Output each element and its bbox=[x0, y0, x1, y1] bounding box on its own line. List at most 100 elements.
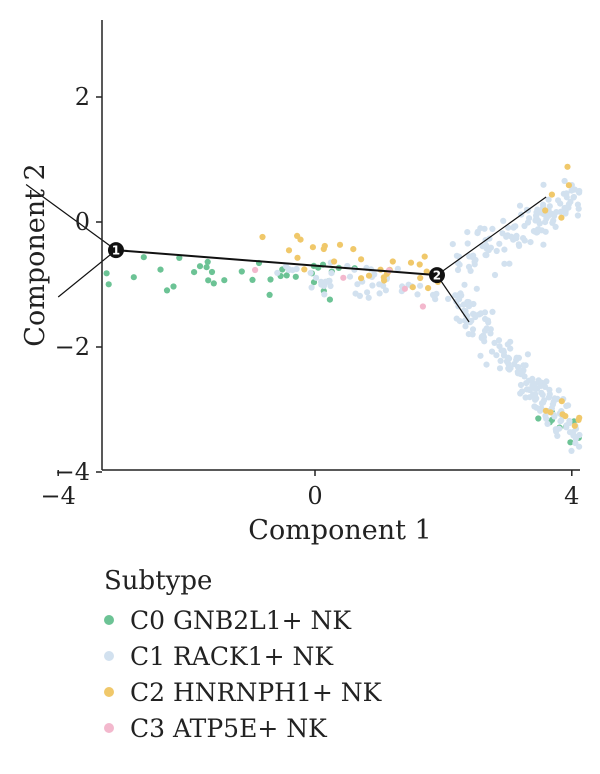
point-series-1 bbox=[464, 301, 470, 307]
point-series-0 bbox=[249, 277, 255, 283]
point-series-1 bbox=[369, 282, 375, 288]
point-series-3 bbox=[420, 303, 426, 309]
point-series-1 bbox=[318, 279, 324, 285]
point-series-2 bbox=[542, 207, 548, 213]
legend: Subtype C0 GNB2L1+ NK C1 RACK1+ NK C2 HN… bbox=[104, 566, 381, 746]
legend-swatch-c2 bbox=[104, 687, 114, 697]
point-series-2 bbox=[576, 417, 582, 423]
point-series-0 bbox=[106, 281, 112, 287]
point-series-1 bbox=[485, 319, 491, 325]
legend-label-c0: C0 GNB2L1+ NK bbox=[130, 606, 351, 635]
point-series-1 bbox=[546, 197, 552, 203]
point-series-1 bbox=[527, 239, 533, 245]
point-series-2 bbox=[408, 260, 414, 266]
point-series-2 bbox=[331, 258, 337, 264]
legend-item-c0: C0 GNB2L1+ NK bbox=[104, 602, 381, 638]
point-series-1 bbox=[489, 226, 495, 232]
point-series-1 bbox=[533, 215, 539, 221]
point-series-1 bbox=[576, 444, 582, 450]
point-series-2 bbox=[286, 247, 292, 253]
legend-swatch-c1 bbox=[104, 651, 114, 661]
point-series-1 bbox=[501, 247, 507, 253]
point-series-2 bbox=[390, 258, 396, 264]
scatter-plot: −4048−4−202 Component 1 Component 2 12 bbox=[0, 0, 600, 560]
y-tick-label: 0 bbox=[75, 208, 90, 236]
point-series-1 bbox=[539, 400, 545, 406]
point-series-1 bbox=[543, 229, 549, 235]
point-series-1 bbox=[294, 266, 300, 272]
x-tick-label: 0 bbox=[307, 482, 322, 510]
point-series-1 bbox=[497, 365, 503, 371]
point-series-1 bbox=[458, 292, 464, 298]
point-series-1 bbox=[489, 309, 495, 315]
point-series-0 bbox=[211, 280, 217, 286]
point-series-0 bbox=[535, 415, 541, 421]
point-series-2 bbox=[259, 234, 265, 240]
point-series-1 bbox=[364, 289, 370, 295]
point-series-2 bbox=[566, 182, 572, 188]
point-series-1 bbox=[519, 369, 525, 375]
point-series-1 bbox=[526, 215, 532, 221]
branch-point-label: 2 bbox=[433, 269, 441, 283]
point-series-1 bbox=[347, 274, 353, 280]
point-series-1 bbox=[483, 242, 489, 248]
legend-swatch-c3 bbox=[104, 723, 114, 733]
point-series-2 bbox=[425, 285, 431, 291]
point-series-1 bbox=[505, 365, 511, 371]
point-series-1 bbox=[563, 403, 569, 409]
point-series-1 bbox=[461, 282, 467, 288]
point-series-1 bbox=[417, 283, 423, 289]
point-series-3 bbox=[340, 275, 346, 281]
point-series-0 bbox=[104, 270, 110, 276]
point-series-1 bbox=[496, 241, 502, 247]
point-series-0 bbox=[157, 267, 163, 273]
point-series-1 bbox=[557, 418, 563, 424]
point-series-2 bbox=[422, 254, 428, 260]
point-series-1 bbox=[504, 358, 510, 364]
point-series-0 bbox=[284, 272, 290, 278]
trajectory-segment bbox=[437, 197, 546, 275]
y-tick-label: −4 bbox=[55, 458, 90, 486]
point-series-2 bbox=[564, 164, 570, 170]
point-series-1 bbox=[274, 270, 280, 276]
point-series-1 bbox=[513, 357, 519, 363]
point-series-1 bbox=[533, 209, 539, 215]
point-series-3 bbox=[402, 286, 408, 292]
point-series-2 bbox=[310, 244, 316, 250]
point-series-0 bbox=[267, 276, 273, 282]
point-series-1 bbox=[488, 326, 494, 332]
point-series-1 bbox=[313, 275, 319, 281]
point-series-2 bbox=[294, 255, 300, 261]
point-series-0 bbox=[221, 277, 227, 283]
point-series-1 bbox=[500, 218, 506, 224]
point-series-3 bbox=[252, 267, 258, 273]
point-series-1 bbox=[462, 323, 468, 329]
point-series-1 bbox=[526, 378, 532, 384]
point-series-2 bbox=[558, 215, 564, 221]
point-series-0 bbox=[293, 274, 299, 280]
point-series-2 bbox=[417, 261, 423, 267]
point-series-1 bbox=[563, 205, 569, 211]
point-series-1 bbox=[470, 331, 476, 337]
point-series-0 bbox=[205, 277, 211, 283]
point-series-1 bbox=[471, 312, 477, 318]
x-tick-label: 4 bbox=[564, 482, 579, 510]
point-series-1 bbox=[513, 235, 519, 241]
point-series-1 bbox=[501, 261, 507, 267]
y-tick-label: −2 bbox=[55, 333, 90, 361]
point-series-1 bbox=[544, 421, 550, 427]
point-series-1 bbox=[510, 225, 516, 231]
y-tick-label: 2 bbox=[75, 83, 90, 111]
point-series-1 bbox=[563, 424, 569, 430]
point-series-1 bbox=[353, 291, 359, 297]
branch-point-2: 2 bbox=[429, 267, 445, 283]
point-series-1 bbox=[549, 220, 555, 226]
point-series-1 bbox=[309, 284, 315, 290]
point-series-1 bbox=[573, 436, 579, 442]
point-series-1 bbox=[494, 248, 500, 254]
point-series-1 bbox=[535, 226, 541, 232]
point-series-2 bbox=[549, 192, 555, 198]
point-series-1 bbox=[455, 267, 461, 273]
points-layer bbox=[104, 164, 583, 454]
point-series-0 bbox=[239, 268, 245, 274]
